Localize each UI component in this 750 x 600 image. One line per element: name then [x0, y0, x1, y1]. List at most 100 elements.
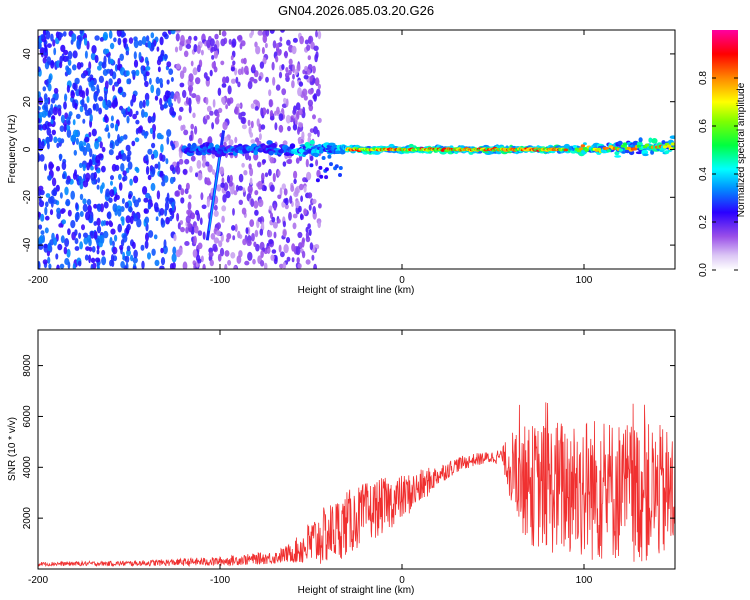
noise-speckle: [166, 61, 172, 68]
noise-speckle: [144, 92, 150, 102]
noise-speckle: [177, 184, 182, 191]
noise-speckle: [125, 50, 129, 56]
noise-speckle: [188, 105, 192, 114]
noise-speckle: [38, 139, 42, 149]
noise-speckle: [130, 254, 134, 262]
noise-speckle: [287, 125, 291, 132]
noise-speckle: [109, 58, 114, 65]
noise-speckle: [282, 229, 287, 237]
y-tick-label: 2000: [22, 507, 33, 530]
noise-speckle: [312, 114, 316, 120]
noise-speckle: [142, 186, 148, 195]
noise-speckle: [109, 68, 114, 77]
noise-speckle: [47, 175, 52, 181]
noise-speckle: [179, 70, 185, 79]
ridge-blob: [638, 137, 643, 143]
noise-speckle: [95, 155, 101, 164]
noise-speckle: [66, 55, 70, 62]
noise-speckle: [74, 169, 77, 177]
noise-speckle: [120, 163, 125, 172]
noise-speckle: [48, 161, 54, 171]
noise-speckle: [271, 61, 275, 71]
noise-speckle: [241, 207, 247, 215]
noise-speckle: [110, 122, 115, 129]
noise-speckle: [234, 136, 238, 144]
noise-speckle: [277, 194, 282, 200]
noise-speckle: [280, 251, 285, 258]
noise-speckle: [206, 198, 210, 208]
noise-speckle: [38, 243, 44, 250]
noise-speckle: [43, 93, 48, 101]
noise-speckle: [163, 54, 168, 60]
noise-speckle: [114, 164, 120, 171]
noise-speckle: [251, 232, 255, 242]
noise-speckle: [192, 112, 196, 119]
ridge-tail: [324, 175, 329, 180]
noise-speckle: [212, 243, 218, 252]
noise-speckle: [51, 129, 56, 136]
noise-speckle: [90, 263, 94, 269]
noise-speckle: [57, 243, 63, 251]
noise-speckle: [137, 40, 143, 46]
noise-speckle: [110, 175, 114, 181]
noise-speckle: [241, 124, 247, 130]
noise-speckle: [155, 76, 160, 84]
ridge-core: [580, 144, 586, 148]
noise-speckle: [78, 232, 82, 239]
noise-speckle: [182, 168, 188, 175]
noise-speckle: [253, 200, 259, 209]
noise-speckle: [102, 31, 108, 41]
noise-speckle: [64, 238, 70, 247]
noise-speckle: [252, 258, 256, 265]
noise-speckle: [147, 252, 151, 260]
noise-speckle: [268, 89, 272, 97]
noise-speckle: [197, 137, 203, 145]
noise-speckle: [96, 203, 102, 210]
noise-speckle: [273, 231, 277, 239]
noise-speckle: [46, 127, 52, 136]
noise-speckle: [105, 220, 109, 226]
noise-speckle: [121, 108, 126, 115]
noise-speckle: [159, 97, 163, 106]
noise-speckle: [292, 64, 296, 73]
y-tick-label: -20: [22, 190, 33, 205]
noise-speckle: [143, 131, 148, 139]
noise-speckle: [300, 213, 303, 221]
noise-speckle: [61, 219, 66, 225]
noise-speckle: [231, 225, 236, 231]
x-tick-label: 100: [576, 575, 593, 586]
noise-speckle: [96, 217, 101, 226]
colorbar-ticks: 0.0 0.2 0.4 0.6 0.8: [698, 71, 738, 277]
noise-speckle: [281, 88, 287, 96]
noise-speckle: [109, 189, 115, 198]
noise-speckle: [308, 228, 312, 236]
noise-speckle: [307, 88, 314, 95]
noise-speckle: [195, 77, 201, 85]
noise-speckle: [117, 133, 120, 143]
noise-speckle: [232, 60, 236, 66]
noise-speckle: [275, 55, 279, 63]
noise-speckle: [118, 173, 122, 181]
noise-speckle: [309, 242, 314, 251]
noise-speckle: [107, 132, 111, 139]
noise-speckle: [38, 112, 44, 118]
noise-speckle: [197, 258, 202, 264]
noise-speckle: [191, 93, 197, 99]
colorbar-tick-label: 0.8: [698, 71, 709, 85]
noise-speckle: [66, 128, 72, 138]
noise-speckle: [157, 161, 161, 171]
noise-speckle: [288, 69, 292, 76]
noise-speckle: [83, 232, 88, 238]
ridge-blob: [191, 142, 197, 149]
noise-speckle: [89, 114, 93, 122]
noise-speckle: [60, 235, 65, 244]
noise-speckle: [307, 132, 312, 138]
noise-speckle: [83, 173, 87, 181]
noise-speckle: [148, 230, 154, 238]
noise-speckle: [42, 57, 47, 64]
noise-speckle: [233, 265, 237, 269]
noise-speckle: [216, 112, 220, 119]
noise-speckle: [151, 142, 156, 149]
noise-speckle: [49, 209, 54, 216]
noise-speckle: [317, 117, 322, 123]
